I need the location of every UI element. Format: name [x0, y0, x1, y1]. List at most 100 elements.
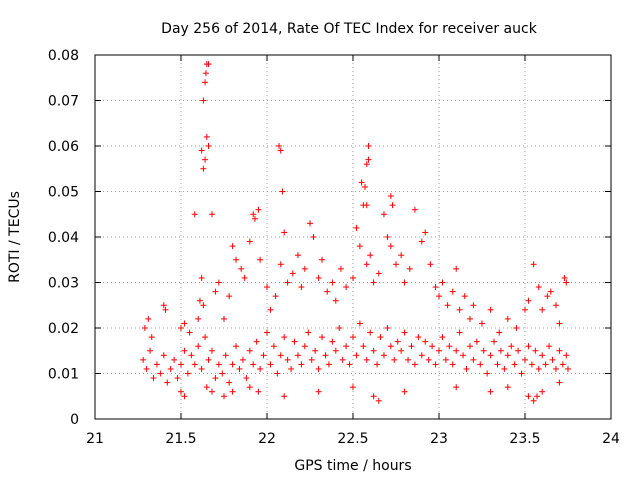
x-tick-label: 23.5 [509, 431, 540, 447]
data-point [556, 379, 563, 386]
data-point [559, 361, 566, 368]
data-point [549, 356, 556, 363]
data-point [363, 261, 370, 268]
data-point [272, 293, 279, 300]
data-point [487, 352, 494, 359]
data-point [367, 252, 374, 259]
data-point [563, 352, 570, 359]
data-point [167, 365, 174, 372]
data-point [515, 347, 522, 354]
data-point [239, 356, 246, 363]
x-tick-label: 24 [602, 431, 620, 447]
data-point [162, 306, 169, 313]
data-point [246, 347, 253, 354]
data-point [565, 365, 571, 372]
data-point [362, 183, 369, 190]
data-point [264, 329, 270, 336]
data-point [289, 270, 296, 277]
data-point [236, 365, 243, 372]
data-point [356, 320, 363, 327]
data-point [270, 343, 277, 350]
data-point [250, 361, 257, 368]
data-point [202, 156, 209, 163]
data-point [365, 156, 372, 163]
data-point [535, 365, 542, 372]
data-point [208, 211, 215, 218]
data-point [528, 361, 535, 368]
data-point [329, 279, 336, 286]
data-point [322, 352, 329, 359]
data-point [195, 343, 202, 350]
data-point [203, 384, 210, 391]
data-point [356, 243, 363, 250]
chart-title: Day 256 of 2014, Rate Of TEC Index for r… [161, 21, 538, 37]
x-tick-label: 21 [86, 431, 104, 447]
axis-ticks: 21 21.5 22 22.5 23 23.5 24 0 0.01 0.02 0.03 0.04 0.0… [48, 48, 620, 447]
data-point [370, 393, 377, 400]
data-point [312, 347, 319, 354]
data-point [365, 143, 372, 149]
data-point [436, 293, 442, 300]
data-point [497, 347, 504, 354]
data-point [439, 334, 446, 341]
data-point [148, 334, 155, 341]
data-point [453, 265, 460, 272]
data-point [284, 356, 291, 363]
y-tick-label: 0.05 [48, 185, 79, 201]
data-point [375, 270, 382, 277]
data-point [401, 279, 408, 286]
data-point [461, 293, 468, 300]
data-point [439, 279, 446, 286]
data-point [479, 320, 485, 327]
data-point [181, 347, 188, 354]
data-point [226, 293, 233, 300]
data-point [203, 133, 210, 140]
data-point [456, 329, 463, 336]
data-point [463, 365, 470, 372]
data-point [477, 361, 484, 368]
data-point [387, 193, 394, 200]
data-point [325, 361, 332, 368]
data-point [384, 325, 391, 331]
data-point [429, 343, 436, 350]
data-point [208, 347, 215, 354]
data-point [530, 261, 537, 268]
data-point [535, 284, 542, 291]
data-point [556, 320, 563, 327]
data-point [307, 220, 313, 227]
data-point [425, 356, 432, 363]
data-point [181, 320, 188, 327]
data-point [460, 352, 467, 359]
data-point [276, 143, 283, 149]
data-point [384, 234, 391, 240]
data-point [238, 265, 245, 272]
data-point [198, 274, 205, 281]
data-point [226, 379, 233, 386]
data-point [255, 388, 262, 395]
data-point [544, 293, 551, 300]
data-point [246, 384, 253, 391]
data-point [380, 211, 387, 218]
data-point [350, 384, 356, 391]
data-point [229, 388, 236, 395]
data-point [279, 188, 286, 195]
data-point [394, 338, 401, 345]
data-point [188, 352, 195, 359]
data-point [491, 338, 498, 345]
data-point [350, 334, 356, 341]
data-point [319, 334, 326, 341]
data-point [174, 375, 181, 382]
data-point [444, 302, 451, 309]
data-point [208, 388, 215, 395]
data-point [191, 361, 198, 368]
data-point [178, 388, 184, 395]
data-point [332, 347, 339, 354]
data-point [274, 370, 281, 377]
data-point [418, 238, 425, 245]
data-point [504, 315, 511, 322]
data-point [401, 329, 408, 336]
data-point [157, 370, 164, 377]
data-point [442, 356, 449, 363]
data-point [446, 343, 453, 350]
data-point [281, 229, 288, 236]
